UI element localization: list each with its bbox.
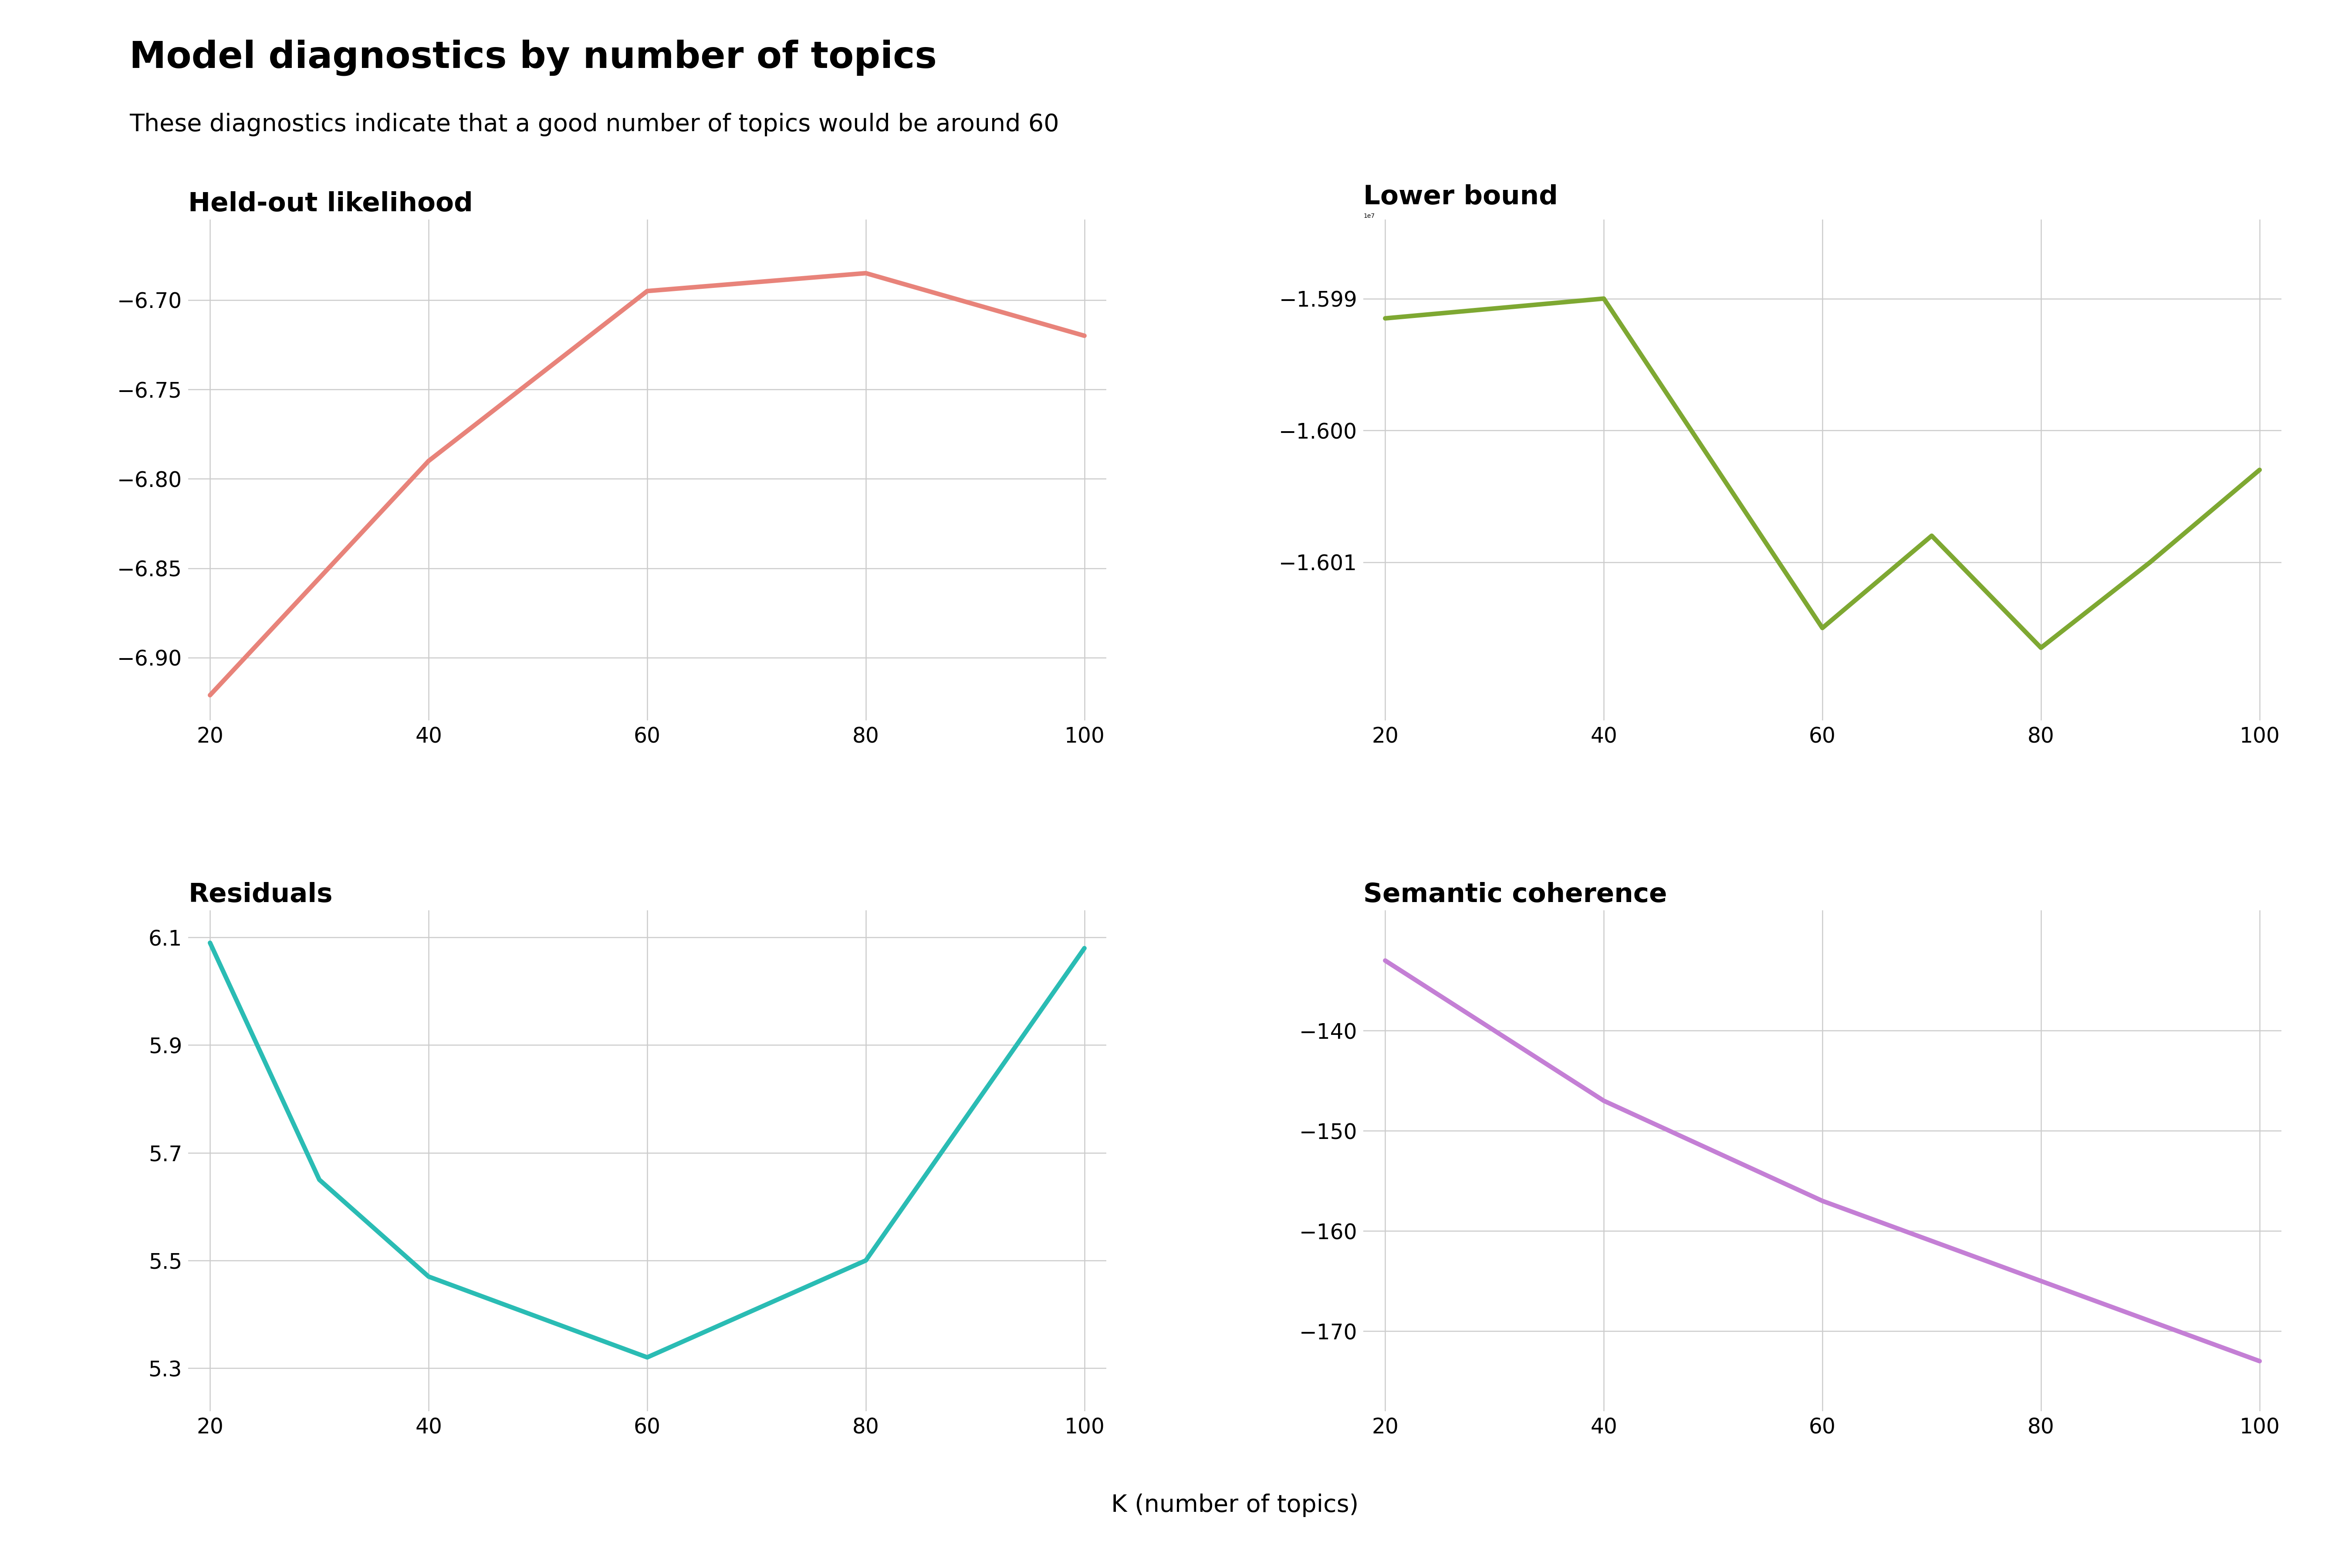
Text: Model diagnostics by number of topics: Model diagnostics by number of topics [129, 39, 936, 75]
Text: K (number of topics): K (number of topics) [1110, 1493, 1359, 1518]
Text: Lower bound: Lower bound [1364, 185, 1557, 210]
Text: These diagnostics indicate that a good number of topics would be around 60: These diagnostics indicate that a good n… [129, 113, 1058, 136]
Text: Residuals: Residuals [188, 881, 332, 908]
Text: Semantic coherence: Semantic coherence [1364, 881, 1668, 908]
Text: Held-out likelihood: Held-out likelihood [188, 191, 473, 216]
